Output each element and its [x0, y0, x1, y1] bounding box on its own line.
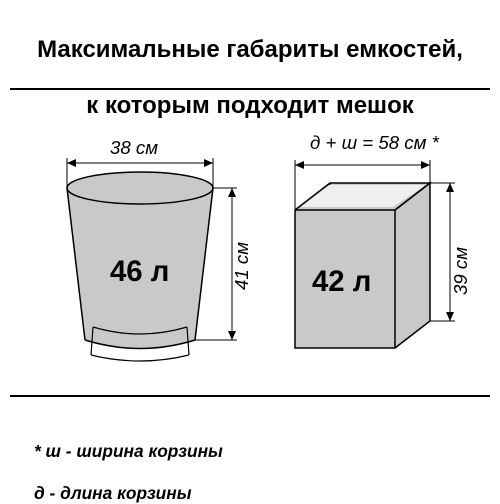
dim-h-arrow-b: [228, 331, 236, 340]
rect-volume-label: 42 л: [312, 265, 371, 299]
round-height-label: 41 см: [231, 242, 253, 290]
figure-title: Максимальные габариты емкостей, к которы…: [0, 8, 500, 120]
title-line1: Максимальные габариты емкостей,: [37, 36, 463, 63]
figure-canvas: Максимальные габариты емкостей, к которы…: [0, 0, 500, 500]
dim-h-arrow-t: [228, 188, 236, 197]
rect-height-label: 39 см: [450, 247, 472, 295]
divider-top: [10, 88, 490, 90]
footnote-line2: д - длина корзины: [34, 483, 192, 503]
footnote-line1: * ш - ширина корзины: [34, 441, 223, 461]
dim-dia-arrow-r: [204, 159, 213, 167]
round-diameter-label: 38 см: [110, 137, 158, 159]
round-volume-label: 46 л: [110, 255, 169, 289]
rect-formula-label: д + ш = 58 см *: [310, 132, 439, 154]
dim-dia-arrow-l: [67, 159, 76, 167]
bucket-foot-bottom: [91, 355, 189, 361]
dim-rh-arrow-b: [446, 312, 454, 321]
dim-top-arrow-l: [295, 161, 304, 169]
footnote: * ш - ширина корзины д - длина корзины: [34, 420, 223, 504]
dim-top-arrow-r: [421, 161, 430, 169]
divider-bottom: [10, 395, 490, 397]
dim-rh-arrow-t: [446, 183, 454, 192]
box-side-fill: [395, 183, 430, 348]
